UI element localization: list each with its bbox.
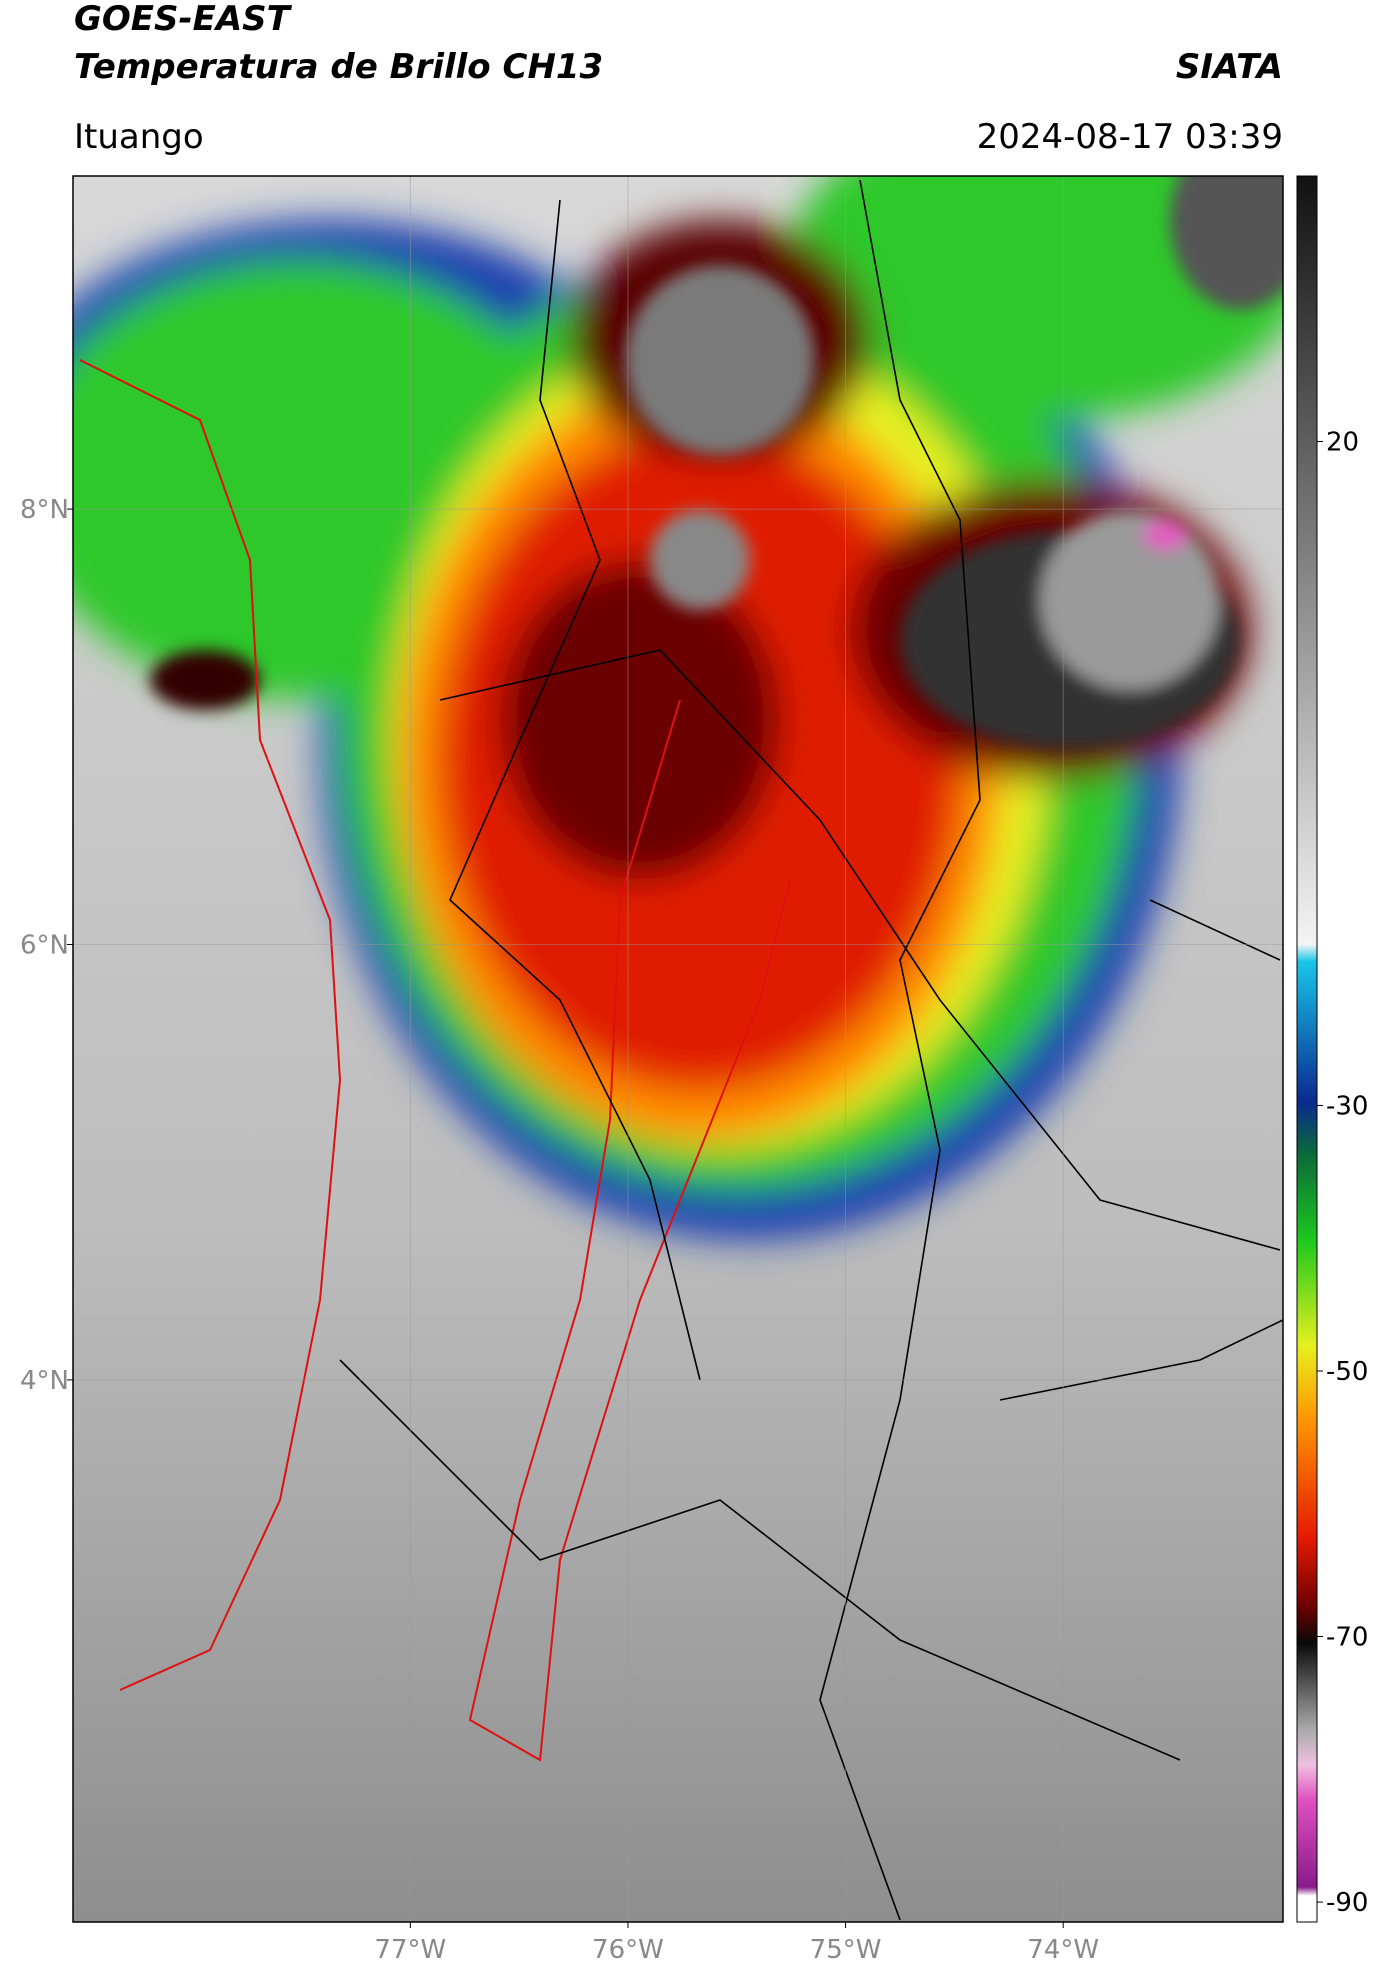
x-tick-label: 75°W xyxy=(810,1935,882,1965)
datetime: 2024-08-17 03:39 xyxy=(977,117,1283,157)
location: Ituango xyxy=(74,117,204,157)
map-frame xyxy=(72,175,1284,1923)
x-tick-label: 76°W xyxy=(592,1935,664,1965)
x-tick-label: 77°W xyxy=(374,1935,446,1965)
y-tick-label: 6°N xyxy=(20,931,69,961)
colorbar xyxy=(1296,175,1318,1923)
x-tick-label: 74°W xyxy=(1027,1935,1099,1965)
y-tick-label: 4°N xyxy=(20,1366,69,1396)
title: GOES-EAST xyxy=(74,0,293,39)
colorbar-tick-label: -50 xyxy=(1326,1357,1368,1387)
colorbar-tick-label: -30 xyxy=(1326,1091,1368,1121)
source: SIATA xyxy=(1176,47,1283,87)
colorbar-ticks: 20 -30 -50 -70 -90 xyxy=(1317,428,1368,1918)
subtitle: Temperatura de Brillo CH13 xyxy=(74,47,603,87)
colorbar-tick-label: -70 xyxy=(1326,1623,1368,1653)
satellite-image xyxy=(73,176,1283,1922)
colorbar-tick-label: -90 xyxy=(1326,1888,1368,1918)
y-tick-label: 8°N xyxy=(20,495,69,525)
colorbar-tick-label: 20 xyxy=(1326,428,1359,458)
graticule: 77°W 76°W 75°W 74°W 8°N 6°N 4°N xyxy=(20,176,1283,1965)
